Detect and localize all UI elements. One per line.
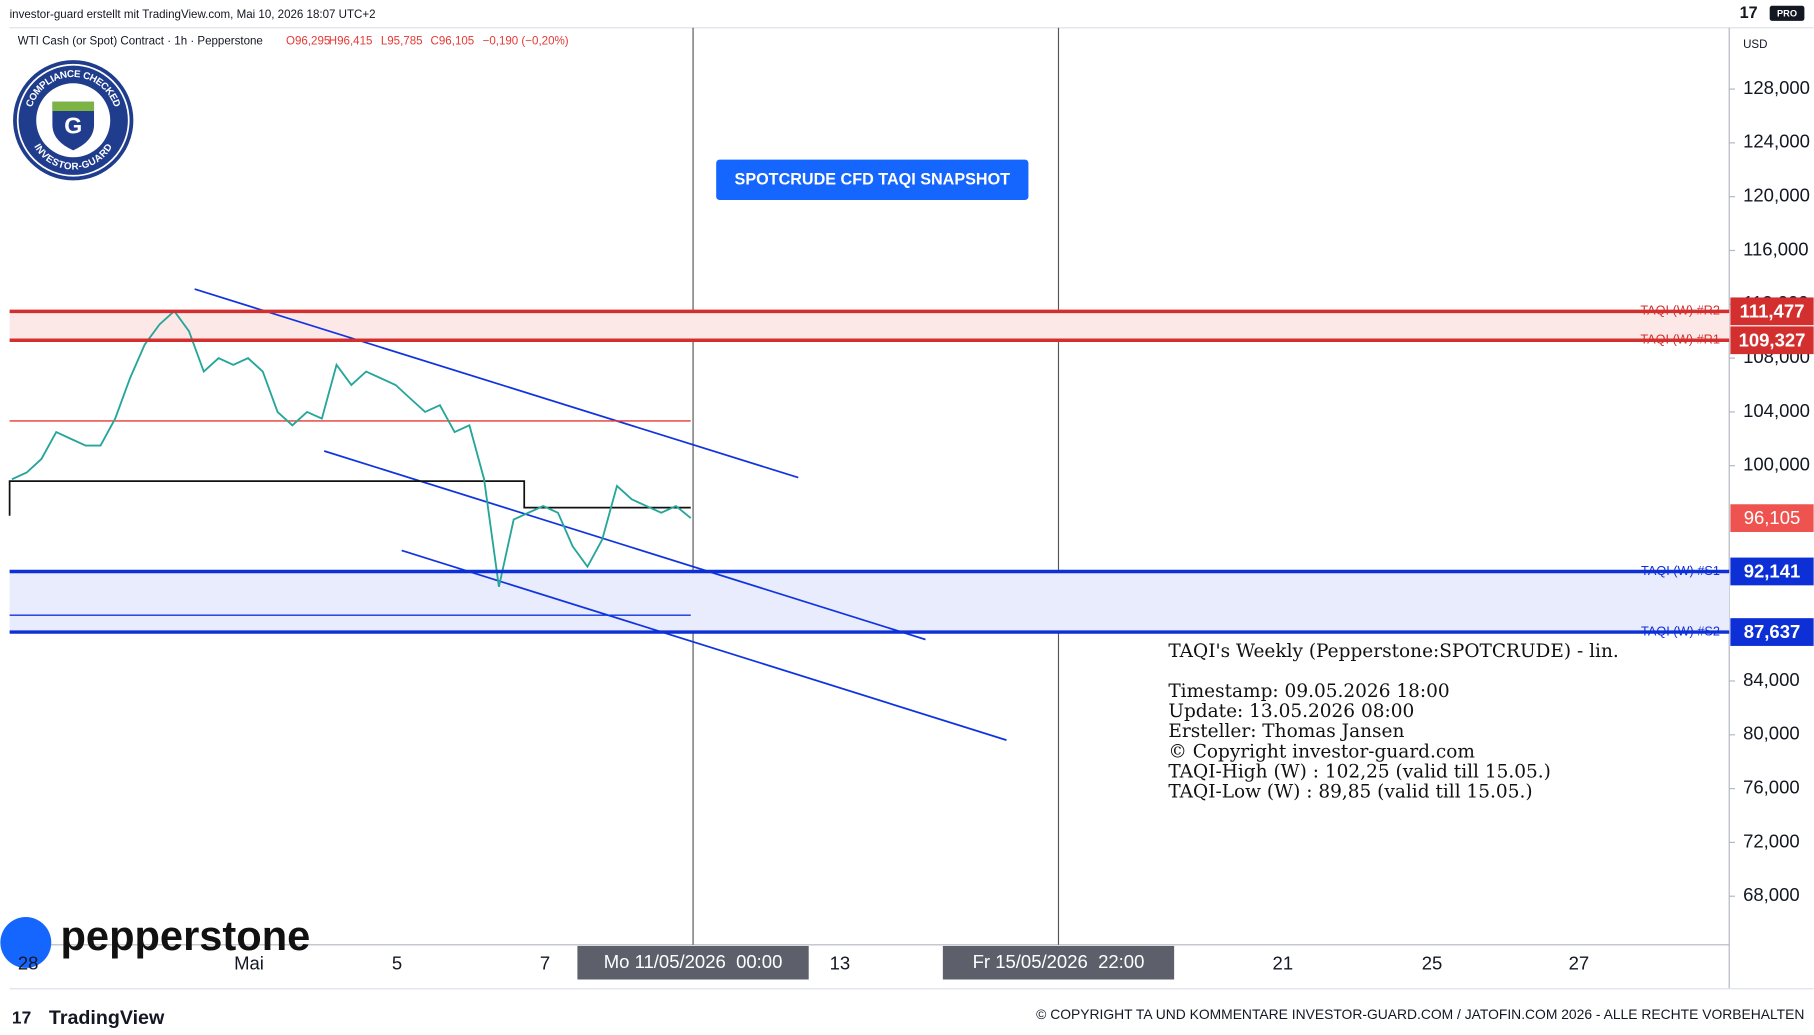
x-tick-label: 13 xyxy=(830,952,851,973)
channel-line xyxy=(194,288,799,479)
y-tick-label: 84,000 xyxy=(1743,669,1800,690)
level-label: 111,477 xyxy=(1740,300,1805,321)
channel-line xyxy=(401,549,1007,741)
x-tick-label: Mai xyxy=(234,952,264,973)
y-tick-label: 104,000 xyxy=(1743,400,1810,421)
level-name: TAQI (W) #S2 xyxy=(1641,623,1720,638)
y-tick-label: 120,000 xyxy=(1743,185,1810,206)
last-price-tag xyxy=(1730,504,1814,533)
level-tag xyxy=(1730,297,1814,326)
y-tick-label: 80,000 xyxy=(1743,723,1800,744)
legend-change: −0,190 (−0,20%) xyxy=(483,36,569,48)
x-tick-label: 28 xyxy=(18,952,39,973)
support-zone xyxy=(9,571,1730,633)
info-line: TAQI-High (W) : 102,25 (valid till 15.05… xyxy=(1168,761,1551,782)
x-highlight-label: Mo 11/05/2026 00:00 xyxy=(604,951,783,972)
annotation-box xyxy=(716,159,1029,201)
x-tick-label: 25 xyxy=(1422,952,1443,973)
level-tag xyxy=(1730,326,1814,355)
last-price-label: 96,105 xyxy=(1744,507,1801,528)
y-tick-label: 100,000 xyxy=(1743,454,1810,475)
pepperstone-brand: pepperstone xyxy=(60,912,310,959)
level-name: TAQI (W) #R2 xyxy=(1640,303,1720,318)
y-tick-label: 124,000 xyxy=(1743,131,1810,152)
taqi-line xyxy=(8,480,691,516)
level-tag xyxy=(1730,557,1814,586)
legend-low: L95,785 xyxy=(381,36,423,48)
badge-stripe xyxy=(52,101,95,112)
y-tick-label: 128,000 xyxy=(1743,77,1810,98)
level-name: TAQI (W) #R1 xyxy=(1640,332,1720,347)
badge-shield xyxy=(52,101,95,151)
legend-open: O96,295 xyxy=(286,36,330,48)
tv-mark: 17 xyxy=(12,1007,31,1027)
y-tick-label: 72,000 xyxy=(1743,830,1800,851)
badge-letter: G xyxy=(64,112,82,138)
info-line: Update: 13.05.2026 08:00 xyxy=(1168,701,1414,722)
tv-brand: TradingView xyxy=(49,1007,165,1029)
pro-label: PRO xyxy=(1777,8,1797,18)
legend-symbol: WTI Cash (or Spot) Contract · 1h · Peppe… xyxy=(18,36,263,48)
level-name: TAQI (W) #S1 xyxy=(1641,563,1720,578)
badge: G COMPLIANCE CHECKED INVESTOR-GUARD xyxy=(13,60,134,181)
x-tick-label: 7 xyxy=(540,952,550,973)
tv-logo: 17 xyxy=(1740,4,1758,22)
x-tick-label: 27 xyxy=(1569,952,1590,973)
x-tick-label: 21 xyxy=(1273,952,1294,973)
y-tick-label: 116,000 xyxy=(1743,238,1809,259)
x-highlight-box xyxy=(577,945,809,980)
pepperstone-logo xyxy=(0,917,52,968)
info-line: TAQI-Low (W) : 89,85 (valid till 15.05.) xyxy=(1168,781,1532,802)
level-tag xyxy=(1730,618,1814,646)
info-line: TAQI's Weekly (Pepperstone:SPOTCRUDE) - … xyxy=(1168,641,1618,662)
resistance-zone xyxy=(9,311,1730,341)
y-tick-label: 76,000 xyxy=(1743,776,1800,797)
x-highlight-box xyxy=(942,945,1175,980)
info-line: © Copyright investor-guard.com xyxy=(1168,741,1475,762)
price-line xyxy=(11,309,692,587)
channel-line xyxy=(323,450,926,641)
x-tick-label: 5 xyxy=(392,952,402,973)
y-tick-label: 68,000 xyxy=(1743,884,1800,905)
legend-high: H96,415 xyxy=(329,36,373,48)
info-line: Timestamp: 09.05.2026 18:00 xyxy=(1168,681,1449,702)
level-label: 109,327 xyxy=(1739,329,1806,350)
info-line: Ersteller: Thomas Jansen xyxy=(1168,721,1404,742)
annotation: SPOTCRUDE CFD TAQI SNAPSHOT xyxy=(735,171,1011,189)
unit: USD xyxy=(1743,39,1767,51)
level-label: 92,141 xyxy=(1744,561,1801,582)
legend-close: C96,105 xyxy=(431,36,475,48)
level-label: 87,637 xyxy=(1744,621,1801,642)
copyright: © COPYRIGHT TA UND KOMMENTARE INVESTOR-G… xyxy=(1036,1006,1804,1022)
x-highlight-label: Fr 15/05/2026 22:00 xyxy=(973,951,1145,972)
badge-ring xyxy=(16,63,130,177)
credit: investor-guard erstellt mit TradingView.… xyxy=(10,9,376,21)
pro-badge xyxy=(1769,5,1805,21)
